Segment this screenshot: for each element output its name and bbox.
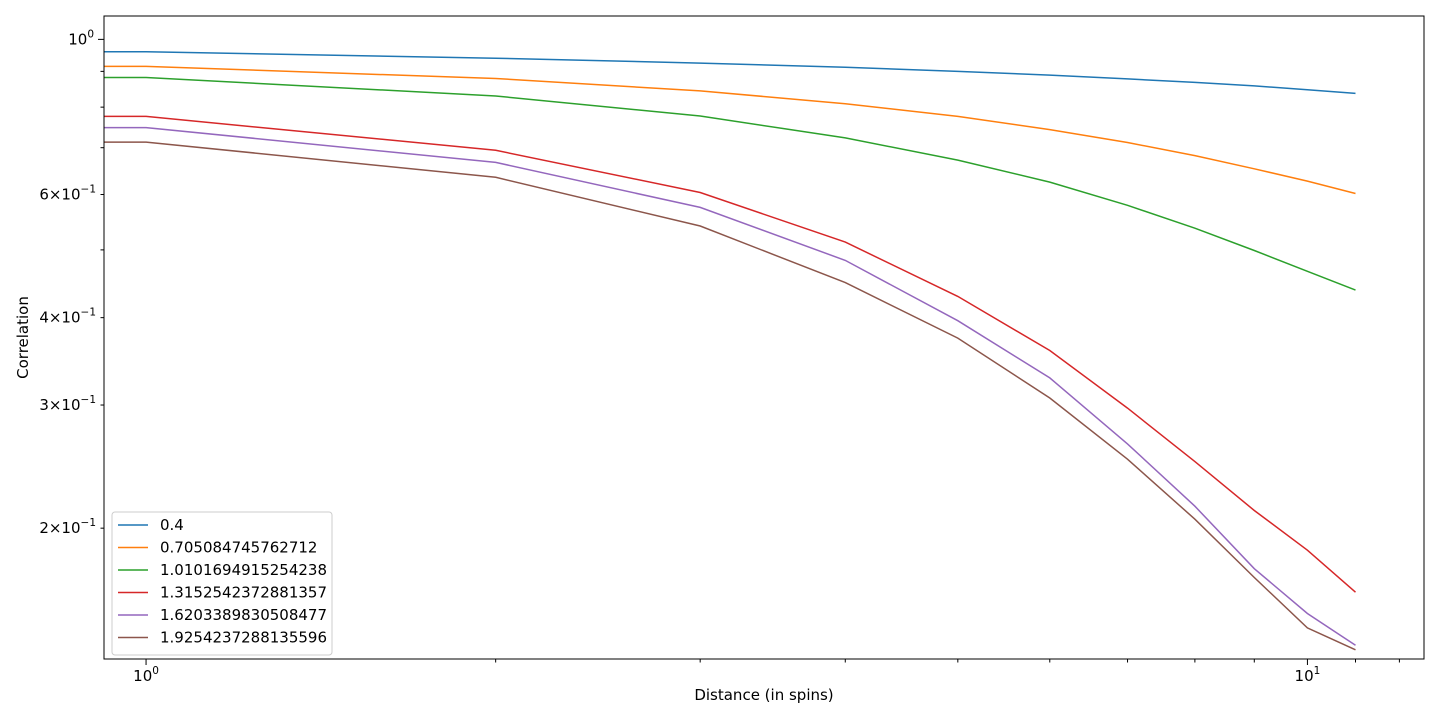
x-tick-label-0: 100 xyxy=(133,665,159,685)
series-line-5 xyxy=(104,126,1356,646)
ticks-layer: 100 101 100 2×10−1 3×10−1 4×10−1 6×10−1 xyxy=(39,28,1400,685)
legend-label-3: 1.0101694915254238 xyxy=(160,561,327,579)
legend-label-1: 0.4 xyxy=(160,516,184,534)
x-axis-label: Distance (in spins) xyxy=(694,686,833,704)
series-line-1 xyxy=(104,51,1356,95)
legend-label-2: 0.705084745762712 xyxy=(160,539,317,557)
series-line-3 xyxy=(104,76,1356,291)
y-axis-label: Correlation xyxy=(14,296,32,379)
x-tick-label-1: 101 xyxy=(1295,665,1321,685)
y-tick-label-minor-2: 4×10−1 xyxy=(39,307,96,327)
legend-label-6: 1.9254237288135596 xyxy=(160,629,327,647)
y-tick-label-minor-1: 3×10−1 xyxy=(39,394,96,414)
y-tick-label-major-0: 100 xyxy=(68,28,94,48)
y-tick-label-minor-0: 2×10−1 xyxy=(39,517,96,537)
series-layer xyxy=(104,51,1356,651)
plot-area-frame xyxy=(103,15,1425,660)
series-line-4 xyxy=(104,115,1356,593)
legend: 0.4 0.705084745762712 1.0101694915254238 1.… xyxy=(111,511,333,656)
legend-label-5: 1.6203389830508477 xyxy=(160,606,327,624)
series-line-6 xyxy=(104,141,1356,651)
legend-label-4: 1.3152542372881357 xyxy=(160,584,327,602)
series-line-2 xyxy=(104,65,1356,195)
legend-box xyxy=(111,511,333,656)
y-tick-label-minor-3: 6×10−1 xyxy=(39,184,96,204)
